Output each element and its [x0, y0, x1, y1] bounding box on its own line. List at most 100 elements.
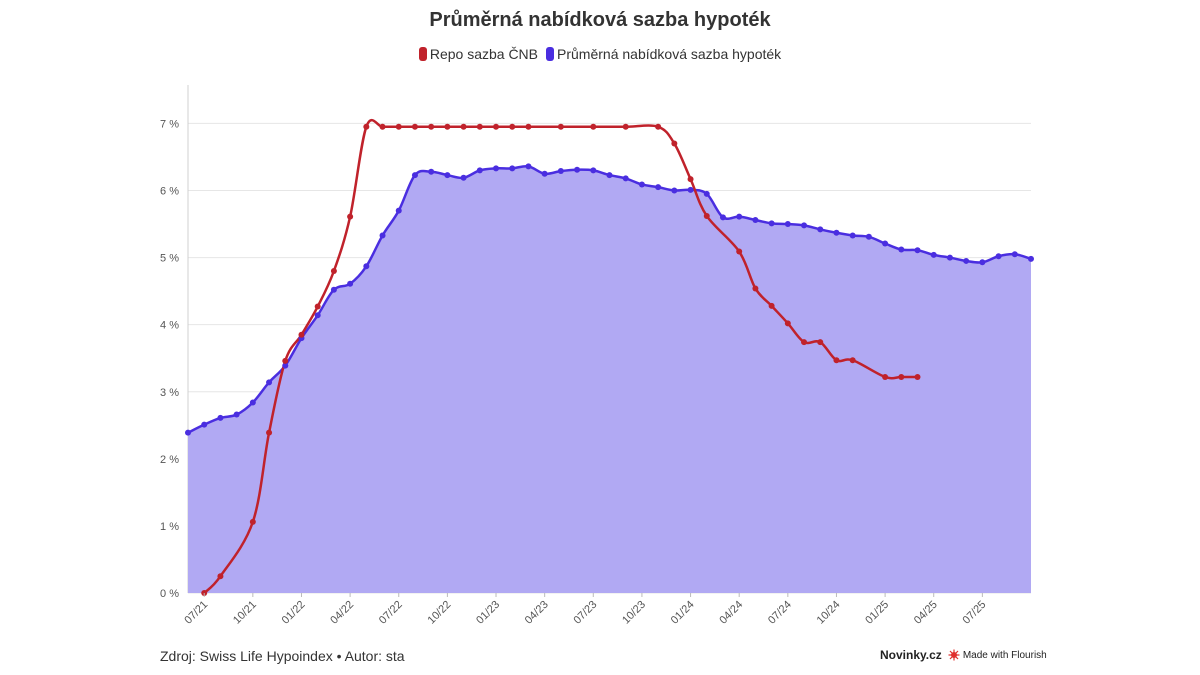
- mortgage-point: [363, 263, 370, 270]
- mortgage-point: [525, 163, 532, 170]
- mortgage-point: [509, 165, 516, 172]
- mortgage-point: [703, 190, 710, 197]
- repo-point: [347, 213, 354, 220]
- y-tick-label: 7 %: [160, 118, 179, 130]
- mortgage-point: [963, 257, 970, 264]
- repo-point: [330, 268, 337, 274]
- legend: Repo sazba ČNB Průměrná nabídková sazba …: [0, 46, 1200, 62]
- x-tick-label: 01/23: [474, 599, 502, 627]
- repo-point: [266, 429, 273, 436]
- y-tick-label: 6 %: [160, 186, 179, 198]
- mortgage-point: [622, 175, 629, 182]
- x-tick-label: 07/23: [571, 599, 599, 627]
- point-layer: [185, 123, 1034, 596]
- repo-point: [801, 339, 808, 346]
- repo-point: [217, 573, 224, 580]
- novinky-logo[interactable]: Novinky.cz: [880, 648, 942, 662]
- repo-point: [493, 123, 500, 130]
- x-tick-label: 07/22: [377, 599, 405, 627]
- flourish-badge[interactable]: Made with Flourish: [948, 649, 1047, 661]
- mortgage-area-fill: [188, 166, 1031, 594]
- x-tick-label: 10/22: [426, 599, 454, 627]
- mortgage-point: [266, 379, 273, 386]
- mortgage-point: [784, 221, 791, 228]
- y-tick-label: 0 %: [160, 588, 179, 600]
- mortgage-point: [865, 233, 872, 240]
- repo-point: [752, 285, 759, 292]
- flourish-label: Made with Flourish: [962, 649, 1047, 661]
- repo-point: [249, 518, 256, 525]
- mortgage-point: [411, 172, 418, 179]
- mortgage-point: [817, 226, 824, 233]
- repo-point: [444, 123, 451, 130]
- x-tick-label: 04/25: [912, 599, 940, 627]
- x-tick-label: 01/22: [280, 599, 308, 627]
- footer-branding: Novinky.cz Made with Flourish: [880, 648, 1047, 662]
- repo-point: [849, 357, 856, 364]
- mortgage-point: [736, 213, 743, 220]
- repo-point: [411, 123, 418, 130]
- repo-point: [525, 123, 532, 130]
- mortgage-point: [768, 220, 775, 227]
- x-tick-label: 10/21: [231, 599, 259, 627]
- x-tick-label: 04/23: [523, 599, 551, 627]
- repo-point: [428, 123, 435, 130]
- x-tick-label: 10/24: [815, 599, 843, 627]
- x-tick-label: 01/25: [863, 599, 891, 627]
- repo-point: [460, 123, 467, 130]
- mortgage-point: [282, 362, 289, 369]
- repo-point: [817, 339, 824, 346]
- y-tick-label: 2 %: [160, 454, 179, 466]
- repo-point: [655, 123, 662, 130]
- mortgage-point: [493, 165, 500, 172]
- repo-point: [687, 176, 694, 183]
- repo-point: [282, 357, 289, 364]
- mortgage-point: [946, 254, 953, 261]
- repo-point: [379, 123, 386, 130]
- mortgage-point: [249, 399, 256, 406]
- x-tick-label: 07/21: [182, 599, 210, 627]
- repo-point: [314, 303, 321, 310]
- x-tick-label: 10/23: [620, 599, 648, 627]
- repo-point: [476, 123, 483, 130]
- mortgage-point: [995, 253, 1002, 260]
- repo-point: [557, 123, 564, 130]
- area-layer: [188, 166, 1031, 594]
- repo-point: [882, 373, 889, 380]
- mortgage-point: [444, 172, 451, 179]
- repo-point: [898, 373, 905, 380]
- y-tick-label: 4 %: [160, 320, 179, 332]
- mortgage-point: [833, 229, 840, 236]
- mortgage-point: [882, 240, 889, 247]
- mortgage-point: [233, 411, 240, 418]
- mortgage-point: [655, 184, 662, 191]
- legend-label-repo: Repo sazba ČNB: [429, 46, 539, 62]
- x-tick-label: 04/24: [717, 599, 745, 627]
- y-tick-label: 1 %: [160, 521, 179, 533]
- mortgage-point: [930, 251, 937, 258]
- repo-point: [671, 140, 678, 147]
- legend-item-repo[interactable]: Repo sazba ČNB: [418, 46, 539, 62]
- x-tick-label: 01/24: [669, 599, 697, 627]
- mortgage-point: [557, 168, 564, 175]
- mortgage-point: [719, 214, 726, 221]
- repo-point: [784, 320, 791, 327]
- mortgage-point: [330, 286, 337, 293]
- mortgage-point: [849, 232, 856, 239]
- repo-point: [622, 123, 629, 130]
- mortgage-point: [460, 174, 467, 181]
- mortgage-point: [1011, 251, 1018, 258]
- x-tick-label: 07/24: [766, 599, 794, 627]
- x-tick-label: 07/25: [961, 599, 989, 627]
- mortgage-point: [606, 172, 613, 179]
- repo-point: [914, 373, 921, 380]
- mortgage-point: [476, 167, 483, 174]
- repo-point: [363, 123, 370, 130]
- repo-point: [768, 302, 775, 309]
- legend-item-mortgage[interactable]: Průměrná nabídková sazba hypoték: [546, 46, 781, 62]
- y-tick-label: 5 %: [160, 253, 179, 265]
- mortgage-point: [914, 247, 921, 254]
- repo-point: [590, 123, 597, 130]
- mortgage-point: [1028, 255, 1034, 262]
- mortgage-point: [752, 217, 759, 224]
